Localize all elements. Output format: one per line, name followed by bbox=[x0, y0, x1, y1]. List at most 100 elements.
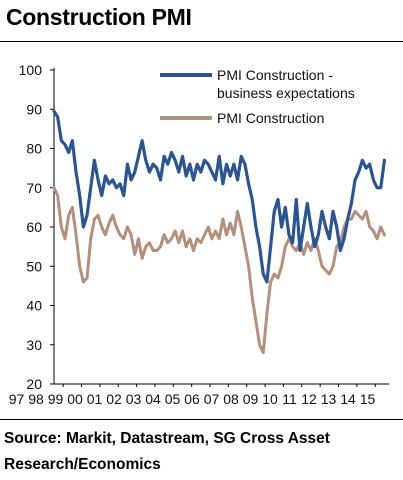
data-point-expectations bbox=[148, 171, 151, 173]
data-point-expectations bbox=[104, 175, 106, 177]
data-point-pmi-construction bbox=[229, 222, 231, 224]
data-point-expectations bbox=[167, 163, 169, 165]
data-point-expectations bbox=[369, 163, 371, 165]
data-point-pmi-construction bbox=[152, 249, 154, 252]
data-point-expectations bbox=[236, 179, 239, 181]
data-point-expectations bbox=[90, 187, 92, 189]
data-point-expectations bbox=[57, 116, 59, 118]
data-point-expectations bbox=[192, 179, 195, 181]
data-point-pmi-construction bbox=[130, 234, 132, 236]
data-point-expectations bbox=[336, 226, 338, 228]
x-tick-label: 15 bbox=[360, 391, 376, 407]
y-tick-label: 20 bbox=[26, 376, 42, 392]
data-point-pmi-construction bbox=[156, 249, 158, 252]
x-tick-label: 09 bbox=[243, 391, 259, 407]
x-tick-label: 12 bbox=[301, 391, 317, 407]
data-point-pmi-construction bbox=[251, 297, 253, 299]
data-point-expectations bbox=[258, 246, 261, 248]
data-point-expectations bbox=[134, 171, 136, 173]
data-point-expectations bbox=[273, 210, 275, 212]
data-point-expectations bbox=[152, 163, 154, 165]
data-point-expectations bbox=[196, 163, 198, 165]
y-tick-label: 90 bbox=[26, 101, 42, 117]
data-point-expectations bbox=[123, 195, 125, 197]
data-point-expectations bbox=[270, 246, 272, 248]
source-note: Source: Markit, Datastream, SG Cross Ass… bbox=[4, 430, 330, 473]
data-point-pmi-construction bbox=[137, 238, 140, 240]
data-point-expectations bbox=[361, 159, 363, 161]
data-point-expectations bbox=[332, 210, 334, 212]
data-point-pmi-construction bbox=[376, 238, 378, 240]
x-tick-label: 14 bbox=[340, 391, 356, 407]
data-point-pmi-construction bbox=[192, 249, 195, 252]
data-point-expectations bbox=[200, 171, 202, 173]
data-point-pmi-construction bbox=[284, 246, 286, 248]
data-point-expectations bbox=[79, 195, 81, 197]
x-tick-label: 07 bbox=[204, 391, 220, 407]
chart-title: Construction PMI bbox=[6, 4, 192, 30]
data-point-expectations bbox=[159, 179, 162, 181]
data-point-pmi-construction bbox=[174, 230, 176, 232]
data-point-pmi-construction bbox=[233, 234, 235, 236]
data-point-pmi-construction bbox=[258, 344, 261, 346]
data-point-pmi-construction bbox=[148, 242, 151, 244]
data-point-pmi-construction bbox=[306, 242, 308, 244]
data-point-pmi-construction bbox=[255, 320, 257, 322]
data-point-expectations bbox=[214, 179, 217, 181]
data-point-expectations bbox=[310, 226, 312, 228]
data-point-expectations bbox=[277, 198, 279, 201]
data-point-expectations bbox=[137, 155, 140, 157]
data-point-expectations bbox=[97, 179, 99, 181]
data-point-pmi-construction bbox=[126, 226, 129, 228]
data-point-expectations bbox=[203, 159, 206, 161]
data-point-expectations bbox=[299, 249, 301, 252]
data-point-expectations bbox=[93, 159, 95, 161]
data-point-pmi-construction bbox=[365, 210, 367, 212]
data-point-pmi-construction bbox=[134, 253, 136, 256]
data-point-pmi-construction bbox=[369, 226, 371, 228]
data-point-pmi-construction bbox=[321, 265, 323, 267]
data-point-expectations bbox=[174, 159, 176, 161]
data-point-expectations bbox=[163, 155, 165, 157]
data-point-pmi-construction bbox=[214, 230, 217, 232]
data-point-pmi-construction bbox=[236, 210, 239, 212]
data-point-expectations bbox=[86, 214, 88, 216]
data-point-expectations bbox=[233, 163, 235, 165]
x-tick-label: 04 bbox=[145, 391, 161, 407]
data-point-pmi-construction bbox=[247, 265, 250, 267]
data-point-pmi-construction bbox=[115, 226, 118, 228]
data-point-pmi-construction bbox=[240, 226, 242, 228]
x-tick-label: 11 bbox=[282, 391, 297, 407]
data-point-expectations bbox=[170, 151, 173, 154]
y-tick-label: 80 bbox=[26, 141, 42, 157]
data-point-expectations bbox=[376, 187, 378, 189]
data-point-expectations bbox=[130, 179, 132, 181]
x-tick-label: 02 bbox=[106, 391, 122, 407]
data-point-expectations bbox=[53, 110, 55, 112]
data-point-expectations bbox=[218, 155, 220, 157]
data-point-pmi-construction bbox=[281, 265, 283, 267]
legend-label-expectations: PMI Construction - bbox=[217, 67, 333, 83]
data-point-expectations bbox=[365, 167, 367, 169]
data-point-pmi-construction bbox=[123, 238, 125, 240]
data-point-pmi-construction bbox=[196, 238, 198, 240]
x-tick-label: 03 bbox=[126, 391, 142, 407]
data-point-pmi-construction bbox=[104, 234, 106, 236]
data-point-pmi-construction bbox=[119, 234, 121, 236]
data-point-pmi-construction bbox=[203, 234, 206, 236]
data-point-expectations bbox=[295, 198, 297, 201]
data-point-expectations bbox=[64, 143, 66, 146]
data-point-pmi-construction bbox=[295, 249, 297, 252]
x-tick-label: 10 bbox=[262, 391, 278, 407]
data-point-expectations bbox=[119, 183, 121, 185]
data-point-expectations bbox=[185, 175, 187, 177]
data-point-expectations bbox=[211, 171, 213, 173]
data-point-expectations bbox=[321, 210, 323, 212]
data-point-expectations bbox=[222, 183, 224, 185]
y-tick-label: 60 bbox=[26, 219, 42, 235]
data-point-pmi-construction bbox=[225, 234, 228, 236]
data-point-expectations bbox=[141, 140, 143, 142]
data-point-pmi-construction bbox=[170, 238, 173, 240]
data-point-expectations bbox=[247, 183, 250, 185]
data-point-expectations bbox=[229, 175, 231, 177]
